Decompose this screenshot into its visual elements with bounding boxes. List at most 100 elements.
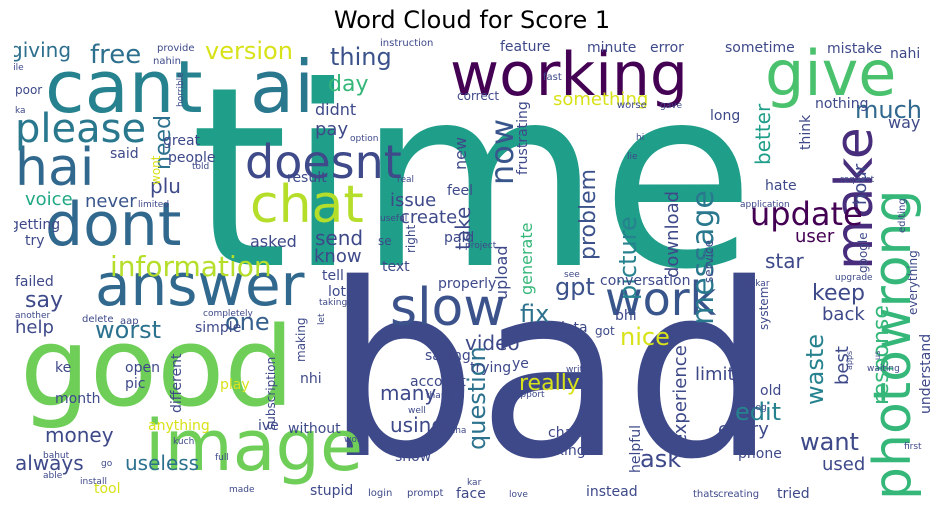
- word-open: open: [125, 360, 160, 376]
- word-keep: keep: [812, 281, 865, 306]
- word-help: help: [15, 317, 54, 338]
- word-lie: lie: [627, 152, 638, 162]
- word-day: day: [328, 72, 368, 97]
- word-using: using: [390, 413, 444, 437]
- word-made: made: [229, 485, 255, 495]
- word-saying: saying: [425, 348, 471, 364]
- word-useful: useful: [380, 214, 407, 224]
- word-able: able: [43, 471, 63, 481]
- word-full: full: [215, 453, 229, 463]
- word-face: face: [456, 486, 486, 501]
- word-image: image: [145, 405, 363, 487]
- word-worst: worst: [95, 316, 161, 344]
- word-poor: poor: [15, 83, 42, 97]
- word-user: user: [795, 226, 835, 247]
- word-provide: provide: [157, 43, 195, 54]
- word-change: change: [548, 425, 600, 441]
- word-tell: tell: [322, 268, 344, 284]
- word-chat: chat: [250, 175, 364, 235]
- word-instruction: instruction: [380, 38, 433, 49]
- word-dont: dont: [45, 190, 181, 260]
- word-best: best: [832, 346, 853, 385]
- word-question: question: [463, 346, 491, 450]
- word-issue: issue: [390, 190, 436, 211]
- word-slow: slow: [390, 278, 506, 338]
- word-kar: kar: [467, 478, 482, 488]
- word-completely: completely: [203, 309, 254, 319]
- word-make: make: [825, 127, 885, 270]
- word-h: h: [738, 379, 747, 395]
- word-wont: wont: [149, 155, 163, 185]
- word-limit: limit: [695, 364, 735, 385]
- word-star: star: [765, 249, 805, 273]
- word-conversation: conversation: [600, 273, 690, 289]
- word-doesnt: doesnt: [245, 135, 402, 189]
- word-bahut: bahut: [43, 451, 70, 461]
- word-bhi: bhi: [615, 308, 637, 324]
- word-everything: everything: [906, 250, 920, 315]
- word-say: say: [25, 288, 63, 313]
- word-google: google: [856, 232, 870, 273]
- word-something: something: [553, 89, 648, 110]
- word-system: system: [757, 287, 771, 330]
- word-play: play: [220, 377, 250, 393]
- word-application: application: [740, 200, 790, 210]
- word-login: login: [368, 488, 392, 499]
- word-creating: creating: [718, 489, 759, 500]
- word-log: log: [753, 403, 767, 413]
- word-getting: getting: [14, 217, 60, 233]
- word-horrible: horrible: [176, 72, 186, 107]
- word-got: got: [595, 324, 615, 338]
- word-asking: asking: [540, 443, 586, 459]
- word-different: different: [169, 353, 185, 413]
- word-working: working: [450, 40, 688, 110]
- word-people: people: [168, 150, 215, 166]
- word-send: send: [315, 226, 363, 250]
- word-right: right: [404, 225, 418, 253]
- word-picture: picture: [614, 216, 642, 300]
- word-pay: pay: [315, 119, 348, 140]
- word-real: real: [397, 175, 414, 185]
- word-think: think: [798, 114, 814, 150]
- word-thing: thing: [330, 43, 392, 71]
- word-hi: hi: [636, 133, 644, 143]
- word-know: know: [314, 246, 362, 267]
- word-edit: edit: [735, 398, 781, 426]
- word-great: great: [163, 133, 201, 149]
- word-month: month: [55, 391, 100, 407]
- word-taking: taking: [319, 298, 347, 308]
- word-download: download: [662, 191, 683, 278]
- word-much: much: [855, 96, 922, 124]
- word-failed: failed: [15, 274, 54, 290]
- word-go: go: [101, 459, 113, 469]
- word-without: without: [288, 421, 341, 437]
- word-never: never: [85, 191, 137, 212]
- word-paid: paid: [444, 230, 474, 246]
- word-always: always: [15, 451, 84, 475]
- word-time: time: [190, 38, 755, 324]
- word-tried: tried: [777, 486, 810, 501]
- word-money: money: [45, 423, 114, 447]
- word-project: project: [465, 241, 497, 251]
- word-nahi: nahi: [890, 46, 920, 62]
- word-subscription: subscription: [264, 357, 278, 430]
- word-give: give: [765, 38, 896, 110]
- word-file: file: [14, 63, 24, 73]
- word-nice: nice: [620, 323, 670, 351]
- word-good: good: [20, 303, 294, 431]
- word-asked: asked: [250, 232, 297, 251]
- word-new: new: [451, 137, 470, 170]
- word-generate: generate: [517, 223, 536, 295]
- chart-title: Word Cloud for Score 1: [333, 6, 611, 34]
- word-se: se: [378, 234, 392, 248]
- word-said: said: [110, 146, 139, 162]
- word-told: told: [192, 162, 209, 172]
- word-delete: delete: [82, 314, 114, 325]
- word-limited: limited: [138, 200, 169, 210]
- word-another: another: [15, 311, 50, 321]
- word-back: back: [822, 304, 865, 325]
- word-want: want: [800, 428, 859, 456]
- word-request: request: [840, 175, 875, 185]
- word-hate: hate: [765, 178, 797, 194]
